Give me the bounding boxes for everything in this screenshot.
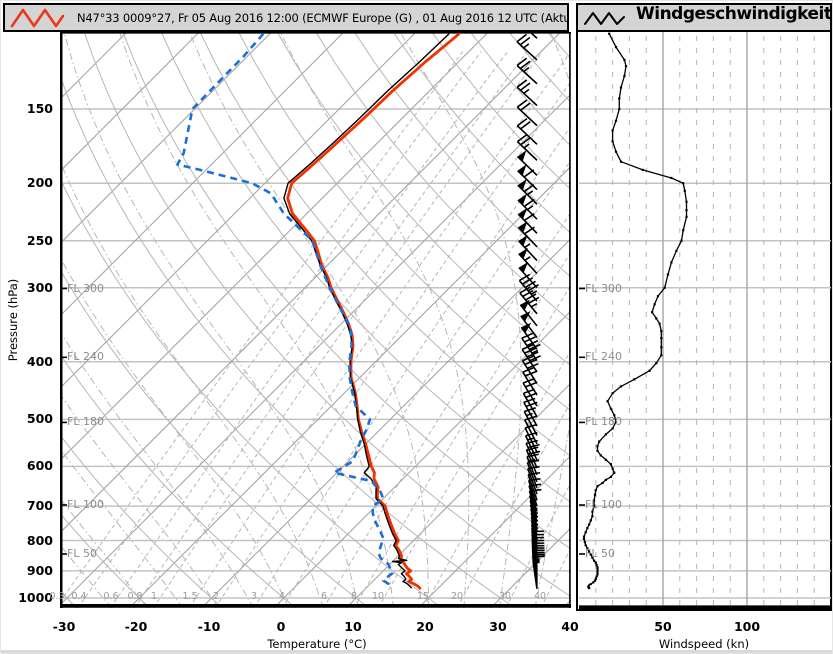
pressure-tick-label: 300 bbox=[26, 280, 53, 295]
wind-fl-ticks bbox=[579, 287, 585, 555]
bottom-strip bbox=[1, 650, 832, 653]
skewt-plot bbox=[60, 32, 571, 608]
sounding-curves bbox=[176, 32, 461, 591]
pressure-tick-label: 800 bbox=[26, 533, 53, 548]
flight-level-label-wind: FL 100 bbox=[585, 498, 622, 511]
flight-level-label-wind: FL 180 bbox=[585, 415, 622, 428]
mixing-ratio-label: 20 bbox=[450, 591, 464, 602]
flight-level-label: FL 180 bbox=[67, 415, 104, 428]
wind-panel-title: Windgeschwindigkeit bbox=[636, 4, 832, 24]
mixing-ratio-label: 0.4 bbox=[71, 591, 87, 602]
black-zigzag-icon bbox=[584, 11, 625, 25]
mixing-ratio-label: 10 bbox=[371, 591, 385, 602]
temp-tick-label: -30 bbox=[52, 619, 76, 634]
mixing-ratio-label: 6 bbox=[320, 591, 328, 602]
flight-level-label: FL 50 bbox=[67, 547, 97, 560]
mixing-ratio-lines bbox=[60, 51, 571, 608]
mixing-ratio-label: 15 bbox=[416, 591, 430, 602]
mixing-ratio-label: 30 bbox=[498, 591, 512, 602]
pressure-tick-label: 600 bbox=[26, 458, 53, 473]
wind-grid-vertical bbox=[595, 32, 815, 605]
temperature-axis-label: Temperature (°C) bbox=[267, 637, 367, 651]
mixing-ratio-label: 0.3 bbox=[49, 591, 65, 602]
mixing-ratio-label: 0.6 bbox=[103, 591, 119, 602]
isotherm-grid bbox=[60, 32, 571, 608]
dry-adiabats bbox=[60, 32, 571, 608]
red-zigzag-icon bbox=[10, 8, 65, 28]
mixing-ratio-label: 1 bbox=[150, 591, 158, 602]
moist-adiabats bbox=[60, 33, 571, 608]
pressure-tick-label: 700 bbox=[26, 498, 53, 513]
main-header: N47°33 0009°27, Fr 05 Aug 2016 12:00 (EC… bbox=[3, 3, 569, 32]
plot-frame bbox=[60, 32, 571, 608]
wind-panel-header: Windgeschwindigkeit bbox=[576, 3, 832, 32]
wind-barbs bbox=[516, 32, 545, 589]
mixing-ratio-label: 8 bbox=[350, 591, 358, 602]
temp-tick-label: 30 bbox=[489, 619, 507, 634]
pressure-tick-label: 1000 bbox=[18, 590, 53, 605]
mixing-ratio-label: 1.5 bbox=[182, 591, 198, 602]
mixing-ratio-label: 0.8 bbox=[127, 591, 143, 602]
pressure-tick-label: 200 bbox=[26, 175, 53, 190]
pressure-tick-label: 500 bbox=[26, 411, 53, 426]
wind-grid-horizontal bbox=[579, 108, 831, 599]
flight-level-label: FL 300 bbox=[67, 282, 104, 295]
pressure-tick-label: 150 bbox=[26, 101, 53, 116]
temp-tick-label: 20 bbox=[416, 619, 434, 634]
temp-tick-label: 40 bbox=[561, 619, 579, 634]
flight-level-label-wind: FL 50 bbox=[585, 547, 615, 560]
windspeed-plot bbox=[579, 32, 831, 610]
flight-level-label-wind: FL 240 bbox=[585, 350, 622, 363]
temp-tick-label: -20 bbox=[124, 619, 148, 634]
flight-level-label: FL 100 bbox=[67, 498, 104, 511]
temp-tick-label: 10 bbox=[344, 619, 362, 634]
pressure-tick-label: 250 bbox=[26, 233, 53, 248]
temp-tick-label: 0 bbox=[276, 619, 286, 634]
flight-level-label-wind: FL 300 bbox=[585, 282, 622, 295]
windspeed-curve bbox=[582, 32, 688, 590]
pressure-tick-label: 900 bbox=[26, 563, 53, 578]
temperature-curve bbox=[286, 32, 461, 591]
mixing-ratio-label: 2 bbox=[212, 591, 220, 602]
windspeed-axis-label: Windspeed (kn) bbox=[658, 637, 750, 651]
mixing-ratio-label: 40 bbox=[533, 591, 547, 602]
main-header-title: N47°33 0009°27, Fr 05 Aug 2016 12:00 (EC… bbox=[77, 10, 567, 25]
mixing-ratio-label: 3 bbox=[250, 591, 258, 602]
flight-level-label: FL 240 bbox=[67, 350, 104, 363]
pressure-tick-label: 400 bbox=[26, 354, 53, 369]
windspeed-tick-label: 50 bbox=[654, 619, 672, 634]
mixing-ratio-label: 4 bbox=[278, 591, 286, 602]
windspeed-tick-label: 100 bbox=[733, 619, 761, 634]
temp-tick-label: -10 bbox=[197, 619, 221, 634]
dewpoint-curve bbox=[176, 32, 394, 590]
